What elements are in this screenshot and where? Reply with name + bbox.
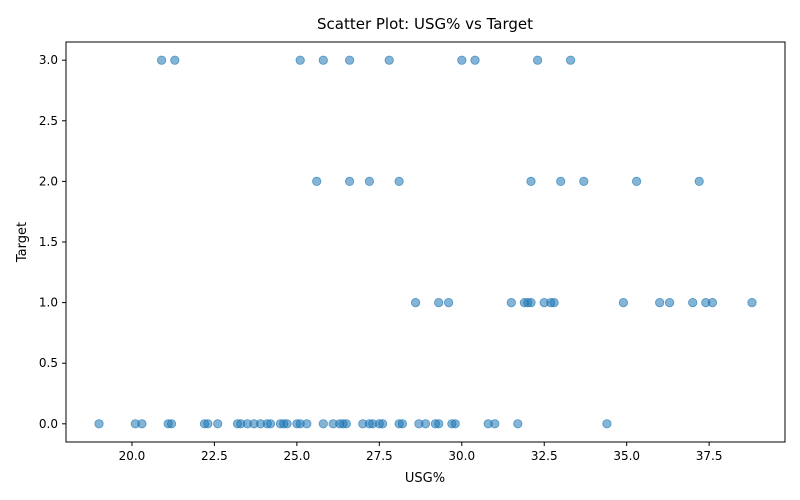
y-tick-label: 1.5	[39, 235, 58, 249]
scatter-point-75	[457, 55, 467, 65]
scatter-point-53	[618, 297, 629, 308]
x-tick-label: 30.0	[448, 449, 475, 463]
points-layer	[94, 55, 757, 429]
scatter-point-2	[137, 419, 147, 429]
plot-frame	[65, 41, 786, 443]
x-tick-label: 35.0	[613, 449, 640, 463]
scatter-point-30	[377, 419, 388, 429]
scatter-point-59	[747, 297, 757, 308]
x-axis: 20.0 22.5 25.0 27.5 30.0 32.5 35.0 37.5	[119, 442, 723, 463]
y-tick-label: 0.0	[39, 417, 58, 431]
scatter-point-45	[443, 297, 454, 308]
y-axis: 0.0 0.5 1.0 1.5 2.0 2.5 3.0	[39, 53, 66, 431]
scatter-point-32	[397, 419, 407, 429]
scatter-point-21	[318, 419, 328, 429]
scatter-point-64	[526, 176, 536, 186]
scatter-point-70	[170, 55, 180, 65]
scatter-point-25	[341, 419, 351, 429]
scatter-point-72	[318, 55, 328, 65]
scatter-point-4	[166, 419, 177, 429]
scatter-point-44	[434, 297, 444, 308]
scatter-point-74	[384, 55, 394, 65]
scatter-point-67	[631, 176, 642, 186]
y-tick-label: 3.0	[39, 53, 58, 67]
y-axis-title: Target	[15, 222, 30, 263]
scatter-point-43	[410, 297, 421, 308]
scatter-point-40	[490, 419, 500, 429]
scatter-point-62	[364, 176, 374, 186]
scatter-point-17	[282, 419, 292, 429]
scatter-point-0	[94, 419, 104, 429]
y-tick-label: 0.5	[39, 356, 58, 370]
scatter-point-78	[565, 55, 576, 65]
scatter-point-49	[523, 297, 533, 308]
scatter-point-65	[556, 176, 566, 186]
x-tick-label: 22.5	[201, 449, 228, 463]
scatter-point-68	[694, 176, 704, 186]
scatter-point-6	[203, 419, 213, 429]
scatter-point-42	[602, 419, 612, 429]
x-tick-label: 32.5	[531, 449, 558, 463]
scatter-point-56	[688, 297, 698, 308]
scatter-point-14	[265, 419, 276, 429]
x-tick-label: 25.0	[284, 449, 311, 463]
scatter-point-41	[513, 419, 523, 429]
x-tick-label: 27.5	[366, 449, 393, 463]
scatter-point-58	[707, 297, 718, 308]
scatter-point-46	[506, 297, 516, 308]
scatter-point-61	[344, 176, 355, 186]
scatter-point-20	[302, 419, 312, 429]
chart-title: Scatter Plot: USG% vs Target	[317, 15, 533, 33]
scatter-point-54	[655, 297, 665, 308]
x-axis-title: USG%	[405, 471, 445, 486]
scatter-point-38	[450, 419, 460, 429]
scatter-point-63	[394, 176, 404, 186]
scatter-point-69	[157, 55, 167, 65]
y-tick-label: 2.0	[39, 174, 58, 188]
scatter-point-52	[549, 297, 559, 308]
scatter-point-55	[664, 297, 675, 308]
scatter-point-36	[434, 419, 444, 429]
x-tick-label: 37.5	[696, 449, 723, 463]
scatter-point-76	[470, 55, 480, 65]
y-tick-label: 2.5	[39, 114, 58, 128]
x-tick-label: 20.0	[119, 449, 146, 463]
scatter-point-34	[420, 419, 431, 429]
scatter-point-71	[295, 55, 305, 65]
scatter-point-77	[532, 55, 543, 65]
scatter-point-66	[579, 176, 589, 186]
scatter-point-60	[312, 176, 322, 186]
scatter-point-7	[213, 419, 223, 429]
y-tick-label: 1.0	[39, 296, 58, 310]
scatter-point-73	[344, 55, 355, 65]
